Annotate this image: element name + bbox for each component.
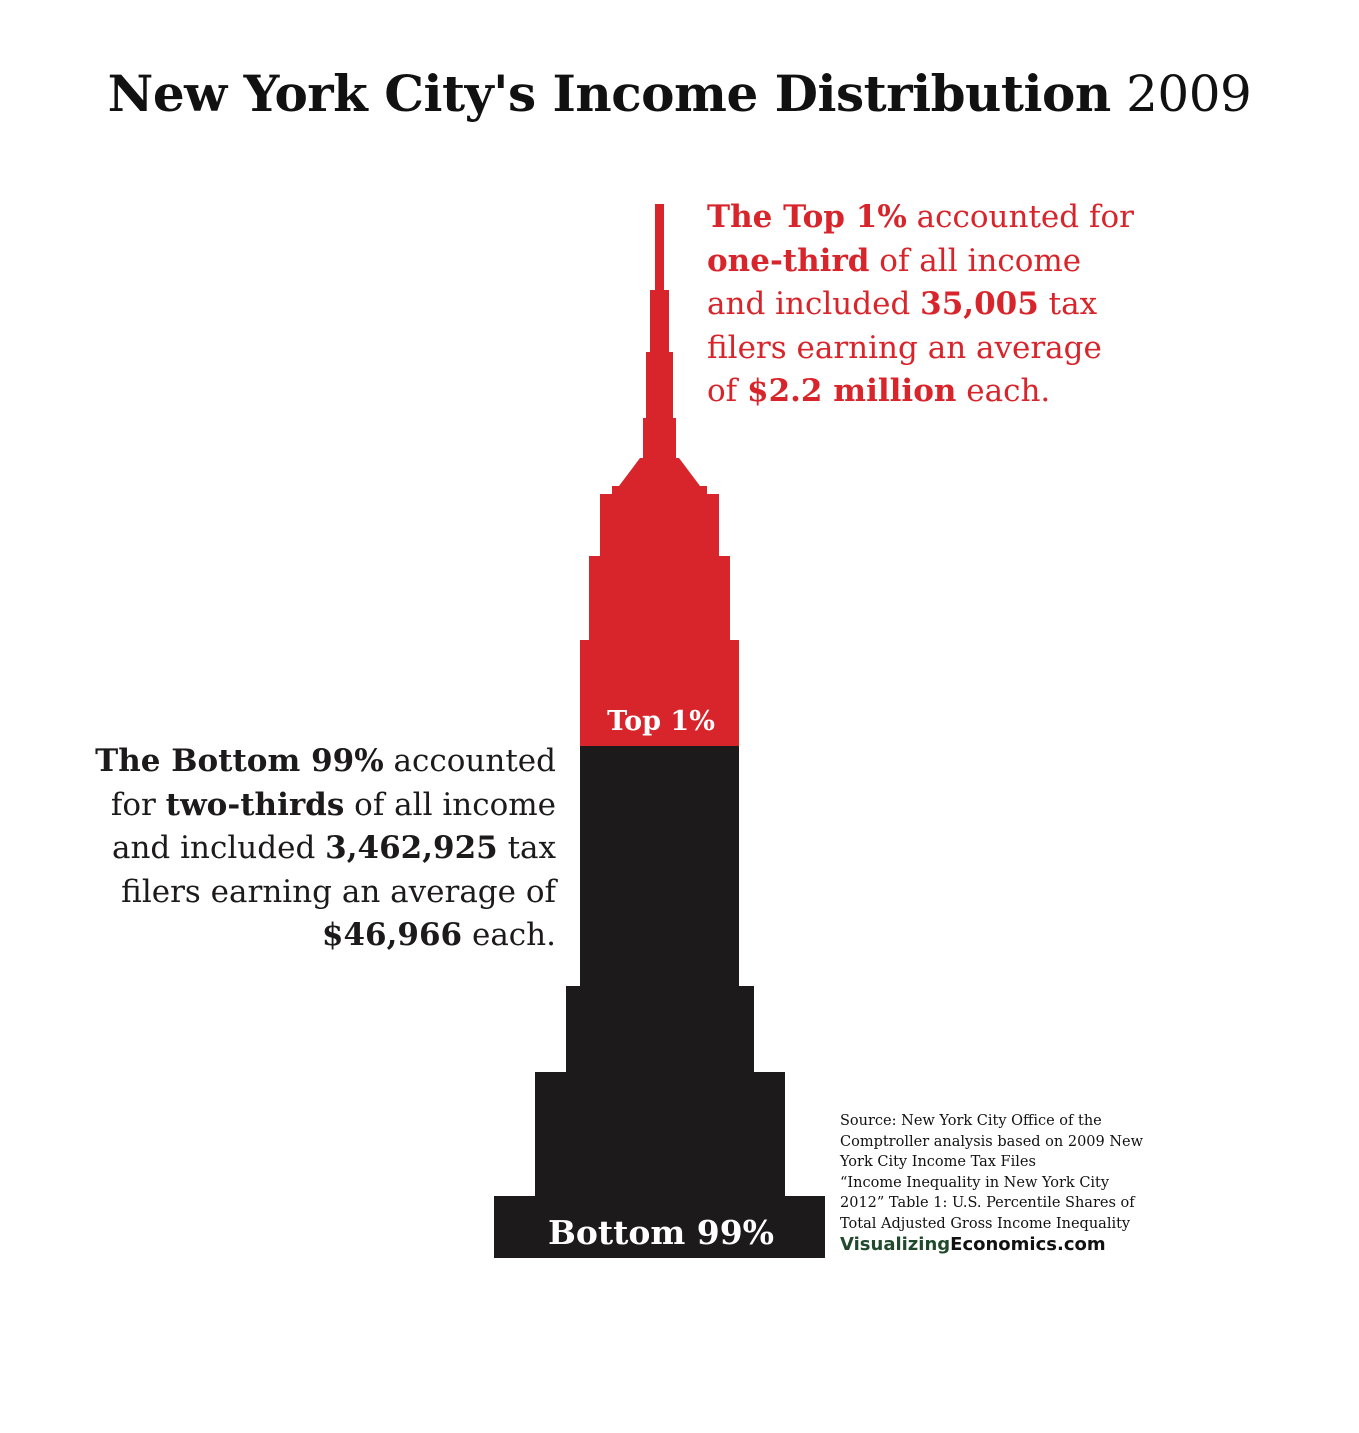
top-1-percent-callout: The Top 1% accounted for one-third of al… (707, 196, 1307, 414)
top-crown-cap (612, 486, 707, 494)
callout-bottom-average: $46,966 (321, 917, 463, 953)
source-line: Source: New York City Office of the (840, 1113, 1102, 1129)
source-line: 2012” Table 1: U.S. Percentile Shares of (840, 1195, 1135, 1211)
site-credit: VisualizingEconomics.com (840, 1234, 1106, 1255)
top-spire (655, 204, 664, 290)
top-middle-setback (589, 556, 730, 640)
callout-top-text: accounted for (906, 199, 1134, 235)
callout-bottom-text: for (110, 786, 166, 823)
top-crown (619, 458, 700, 486)
segment-label-bottom: Bottom 99% (548, 1213, 774, 1252)
source-note: Source: New York City Office of the Comp… (840, 1111, 1180, 1234)
callout-top-filers: 35,005 (920, 286, 1039, 322)
source-line: Comptroller analysis based on 2009 New (840, 1133, 1144, 1150)
callout-top-text: each. (956, 373, 1051, 409)
bottom-99-percent-callout: The Bottom 99% accounted for two-thirds … (40, 740, 556, 958)
callout-top-share: one-third (707, 242, 870, 279)
chart-title: New York City's Income Distribution 2009 (0, 64, 1359, 123)
callout-bottom-text: accounted (383, 743, 556, 779)
callout-top-text: filers earning an average (707, 329, 1102, 366)
bottom-tier-1 (566, 986, 754, 1072)
top-1-percent-segment (580, 204, 739, 746)
top-lower-setback (580, 640, 739, 746)
title-year: 2009 (1126, 65, 1252, 123)
callout-bottom-text: tax (497, 830, 556, 866)
bottom-99-percent-segment (494, 746, 825, 1258)
credit-part: Visualizing (840, 1234, 951, 1255)
callout-bottom-bold: The Bottom 99% (95, 743, 384, 779)
title-main: New York City's Income Distribution (107, 64, 1112, 123)
credit-part: Economics.com (950, 1234, 1106, 1255)
callout-top-average: $2.2 million (747, 373, 957, 409)
callout-bottom-filers: 3,462,925 (325, 830, 498, 866)
bottom-tier-2 (535, 1072, 785, 1196)
callout-top-text: of (707, 373, 747, 409)
source-line: Total Adjusted Gross Income Inequality (840, 1215, 1131, 1232)
top-upper-setback (600, 494, 719, 556)
top-mast (646, 352, 673, 418)
top-mast-lower (643, 418, 676, 458)
callout-top-text: tax (1038, 286, 1098, 322)
source-line: York City Income Tax Files (840, 1154, 1036, 1170)
callout-bottom-text: of all income (344, 786, 556, 823)
bottom-tier-3 (494, 1196, 825, 1258)
callout-bottom-text: and included (111, 830, 326, 866)
bottom-shaft (580, 746, 739, 986)
source-line: “Income Inequality in New York City (840, 1174, 1110, 1191)
callout-top-text: and included (707, 286, 921, 322)
top-spire-base (650, 290, 669, 352)
callout-bottom-text: filers earning an average of (121, 873, 556, 910)
callout-top-bold: The Top 1% (707, 199, 907, 235)
segment-label-top: Top 1% (607, 706, 715, 737)
callout-bottom-text: each. (462, 917, 556, 953)
callout-top-text: of all income (869, 242, 1082, 279)
callout-bottom-share: two-thirds (165, 786, 345, 823)
